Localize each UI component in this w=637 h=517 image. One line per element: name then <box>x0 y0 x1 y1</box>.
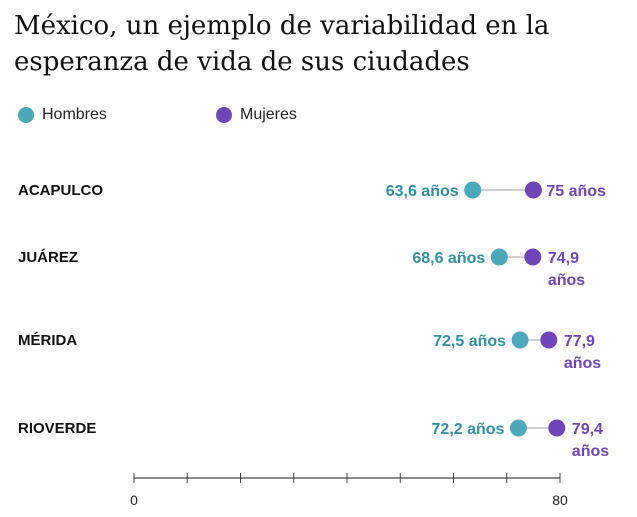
row-label-acapulco: ACAPULCO <box>18 182 103 199</box>
value-hombres-merida: 72,5 años <box>433 333 506 350</box>
x-tick-label-0: 0 <box>130 492 138 508</box>
row-label-merida: MÉRIDA <box>18 332 77 349</box>
legend-item-hombres: Hombres <box>18 106 107 124</box>
dot-hombres-merida <box>511 331 529 349</box>
legend-dot-mujeres-icon <box>216 107 232 123</box>
value-mujeres-merida: 77,9 años <box>564 333 601 372</box>
legend-label-mujeres: Mujeres <box>240 106 297 123</box>
legend-dot-hombres-icon <box>18 107 34 123</box>
dot-hombres-rioverde <box>509 419 527 437</box>
dot-hombres-acapulco <box>464 181 482 199</box>
row-label-rioverde: RIOVERDE <box>18 420 96 437</box>
value-hombres-rioverde: 72,2 años <box>432 421 505 438</box>
legend-label-hombres: Hombres <box>42 106 107 123</box>
chart-title: México, un ejemplo de variabilidad en la… <box>14 11 550 77</box>
dot-mujeres-rioverde <box>548 419 566 437</box>
value-hombres-juarez: 68,6 años <box>412 250 485 267</box>
value-mujeres-juarez: 74,9 años <box>548 250 585 289</box>
x-tick-label-80: 80 <box>552 492 568 508</box>
row-label-juarez: JUÁREZ <box>18 249 78 266</box>
dot-mujeres-acapulco <box>524 181 542 199</box>
dot-mujeres-merida <box>540 331 558 349</box>
legend-item-mujeres: Mujeres <box>216 106 297 124</box>
value-mujeres-acapulco: 75 años <box>546 183 606 200</box>
dot-mujeres-juarez <box>524 248 542 266</box>
value-mujeres-rioverde: 79,4 años <box>572 421 609 460</box>
value-hombres-acapulco: 63,6 años <box>386 183 459 200</box>
dot-hombres-juarez <box>490 248 508 266</box>
